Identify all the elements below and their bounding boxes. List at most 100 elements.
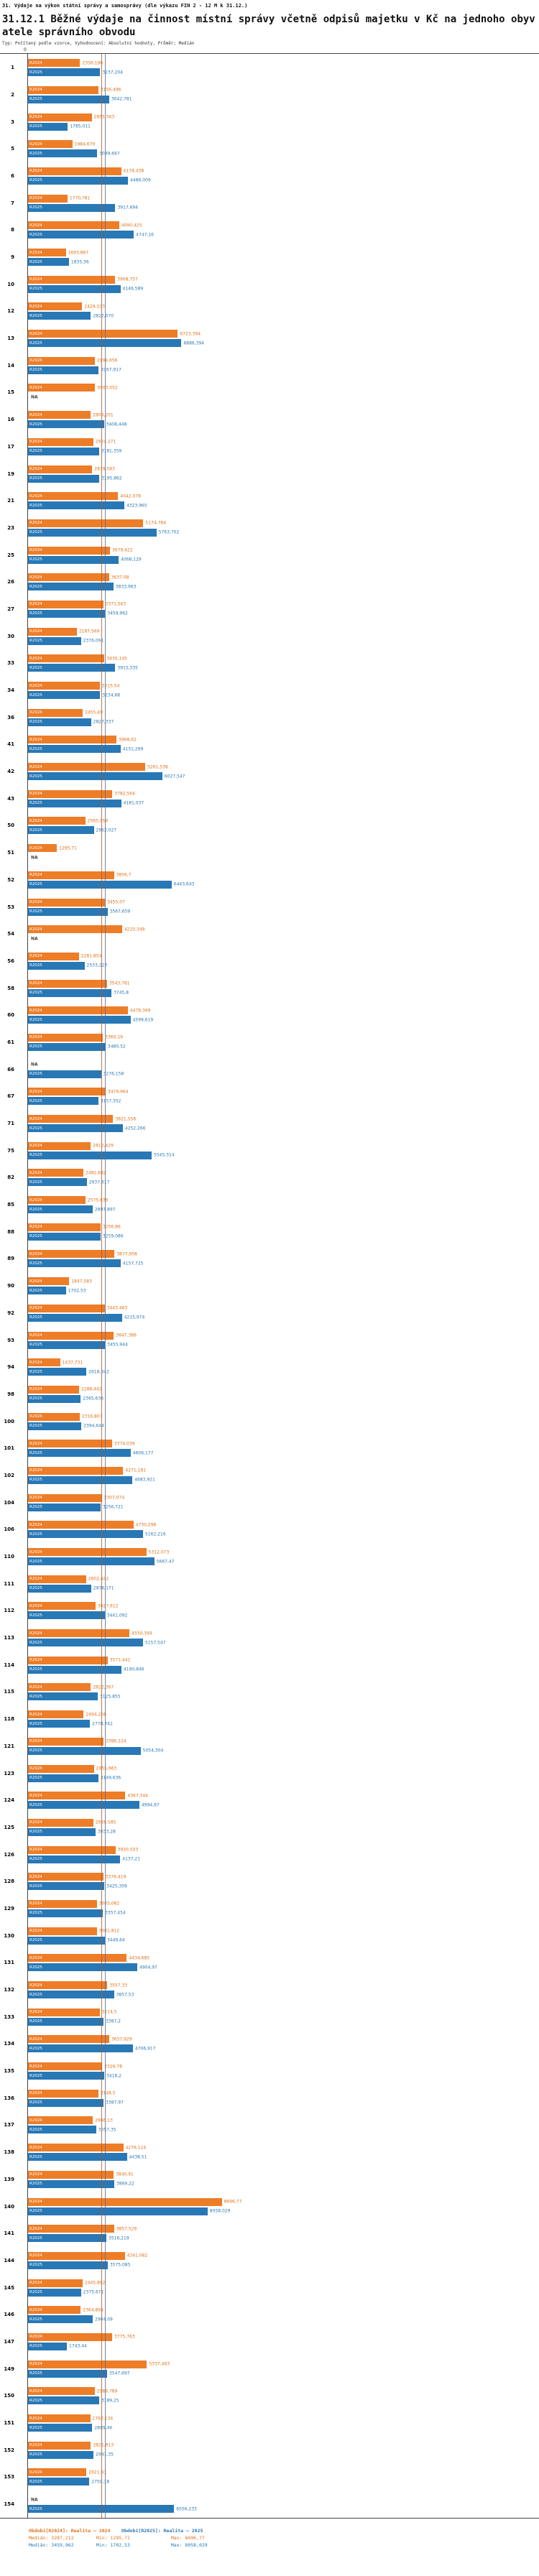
r2025-value-label: 5667,47 <box>156 1559 175 1565</box>
r2025-value-label: 4438,51 <box>129 2154 147 2160</box>
r2024-value-label: 2621,91 <box>88 2470 107 2475</box>
bar-track-r2024: R2024 3920,503 <box>28 1845 535 1854</box>
bar-track-r2025: R2025 4252,266 <box>28 1124 535 1133</box>
r2024-bar: R2024 <box>28 1737 103 1746</box>
bar-track-r2024: R2024 2879,583 <box>28 465 535 473</box>
series-tick-label: R2025 <box>29 1396 42 1401</box>
r2025-value-label: 2885,46 <box>94 2425 113 2431</box>
bar-pair: R2024 3679,622 R2025 4068,129 <box>28 546 535 564</box>
row-number-label: 118 <box>4 1716 14 1723</box>
row-number-label: 88 <box>7 1228 14 1235</box>
r2024-bar: R2024 <box>28 140 73 149</box>
legend-item-r2025: Období[R2025]: Realita — 2025 <box>121 2527 203 2534</box>
r2025-value-label: 4068,129 <box>121 557 142 562</box>
r2024-value-label: 4730,298 <box>135 1522 157 1528</box>
r2024-value-label: 6723,394 <box>180 331 201 337</box>
r2025-value-label: 4146,589 <box>122 286 144 292</box>
bar-pair: R20242924,271 R2025 3181,359 <box>28 437 535 455</box>
r2025-bar: R2025 <box>28 122 68 131</box>
bar-track-r2024: R2024 3455,07 <box>28 898 535 907</box>
legend-item-r2024: Období[R2024]: Realita — 2024 <box>29 2527 111 2534</box>
series-tick-label: R2024 <box>29 1496 42 1501</box>
r2024-value-label: 3479,964 <box>107 1089 129 1095</box>
row-number-label: 129 <box>4 1905 14 1912</box>
chart-row: 66 NA R2025 3276,158 <box>0 1056 539 1083</box>
series-tick-label: R2024 <box>29 250 42 255</box>
bar-track-r2024: R2024 3908,757 <box>28 275 535 284</box>
bar-track-r2025: R2025 2885,46 <box>28 2424 535 2432</box>
series-tick-label: R2025 <box>29 1613 42 1618</box>
bar-track-r2024: R2024 5337,463 <box>28 2360 535 2368</box>
series-tick-label: R2024 <box>29 169 42 174</box>
row-number-label: 66 <box>7 1066 14 1072</box>
bar-track-r2025: R2025 1835,56 <box>28 258 535 267</box>
r2024-value-label: 4341,082 <box>126 2253 148 2258</box>
series-tick-label: R2024 <box>29 1603 42 1608</box>
r2025-value-label: 4486,009 <box>130 177 151 183</box>
r2025-value-label: 5162,216 <box>145 1532 166 1537</box>
bar-track-r2025: R2025 4486,009 <box>28 176 535 185</box>
r2025-bar: R2025 <box>28 284 121 293</box>
r2025-bar: R2025 <box>28 636 81 645</box>
bar-pair: R2024 2482,682 R2025 2637,617 <box>28 1169 535 1187</box>
bar-track-r2024: R2024 2482,682 <box>28 1169 535 1177</box>
chart-row: 6 R2024 4178,438 R2025 4486,009 <box>0 162 539 190</box>
series-tick-label: R2024 <box>29 1901 42 1906</box>
bar-track-r2025: R2025 3234,68 <box>28 691 535 700</box>
r2025-value-label: 4904,97 <box>139 1965 157 1970</box>
r2024-value-label: 3430,145 <box>106 656 127 662</box>
bar-track-r2025: R2025 2822,070 <box>28 312 535 320</box>
bar-track-r2025: R2025 3917,694 <box>28 203 535 212</box>
r2025-bar: R2025 <box>28 1016 131 1024</box>
r2025-bar: R2025 <box>28 772 162 781</box>
chart-row: 129 R2024 3085,082 R2025 3357,454 <box>0 1895 539 1922</box>
bar-track-r2025: R2025 4157,725 <box>28 1259 535 1268</box>
row-number-label: 5 <box>11 146 14 152</box>
chart-row: 53 R2024 3455,07 R2025 3567,659 <box>0 894 539 921</box>
r2024-bar: R2024 <box>28 2414 91 2423</box>
row-number-label: 33 <box>7 660 14 667</box>
r2024-value-label: 2494,256 <box>86 1712 106 1718</box>
bar-track-r2024: R2024 1693,867 <box>28 249 535 257</box>
bar-track-r2025: R2025 6027,547 <box>28 772 535 781</box>
chart-row: 115 R2024 2822,367 R2025 3125,855 <box>0 1679 539 1706</box>
bar-track-r2024: R2024 5261,538 <box>28 763 535 772</box>
r2024-value-label: 2879,583 <box>94 467 115 472</box>
r2024-bar: R2024 <box>28 1845 116 1854</box>
r2024-value-label: 3003,052 <box>97 385 118 391</box>
r2024-bar: R2024 <box>28 1466 124 1475</box>
r2025-bar: R2025 <box>28 366 99 374</box>
r2025-bar: R2025 <box>28 2126 96 2134</box>
r2024-bar: R2024 <box>28 1602 96 1611</box>
series-tick-label: R2025 <box>29 476 42 481</box>
chart-row: 88 R2024 3256,86 R2025 3259,086 <box>0 1218 539 1246</box>
r2025-value-label: 3857,53 <box>116 1992 134 1998</box>
bar-pair: R2024 2812,429 R2025 5545,314 <box>28 1141 535 1159</box>
series-tick-label: R2024 <box>29 764 42 769</box>
series-tick-label: R2025 <box>29 2290 42 2295</box>
row-number-label: 94 <box>7 1364 14 1371</box>
bar-track-r2025: R2025 1702,53 <box>28 1287 535 1295</box>
chart-row: 27 R2024 3371,563 R2025 3459,962 <box>0 596 539 623</box>
r2025-value-label: 3387,2 <box>106 2019 121 2024</box>
bar-track-r2024: R2024 4367,344 <box>28 1792 535 1800</box>
r2024-value-label: 4479,369 <box>129 1008 151 1014</box>
bar-track-r2025: R2025 3276,158 <box>28 1070 535 1078</box>
r2025-value-label: 3157,352 <box>100 1098 121 1104</box>
r2025-bar: R2025 <box>28 1259 121 1268</box>
series-tick-label: R2024 <box>29 1008 42 1013</box>
chart-row: 138 R2024 4276,124 R2025 4438,51 <box>0 2139 539 2166</box>
r2024-bar: R2024 <box>28 925 122 934</box>
na-label: NA <box>31 2497 38 2503</box>
bar-pair: R2024 2855,563 R2025 1785,011 <box>28 113 535 131</box>
series-tick-label: R2024 <box>29 737 42 742</box>
series-tick-label: R2025 <box>29 1586 42 1591</box>
chart-row: 149 R2024 5337,463 R2025 3547,697 <box>0 2355 539 2383</box>
series-tick-label: R2025 <box>29 1748 42 1753</box>
r2024-value-label: 2336,196 <box>82 60 103 66</box>
bar-track-r2025: R2025 4215,974 <box>28 1313 535 1322</box>
bar-pair: R2024 3543,781 R2025 3745,8 <box>28 979 535 997</box>
r2024-bar: R2024 <box>28 2089 98 2098</box>
series-tick-label: R2025 <box>29 611 42 616</box>
series-tick-label: R2025 <box>29 584 42 589</box>
